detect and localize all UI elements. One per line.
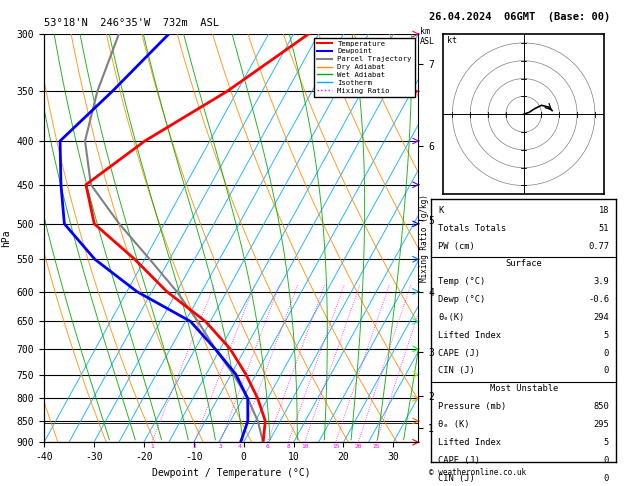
Text: 0: 0: [604, 366, 609, 375]
Text: © weatheronline.co.uk: © weatheronline.co.uk: [429, 468, 526, 477]
Text: Temp (°C): Temp (°C): [438, 277, 486, 286]
Text: Most Unstable: Most Unstable: [489, 384, 558, 393]
Text: θₑ (K): θₑ (K): [438, 420, 470, 429]
Text: Pressure (mb): Pressure (mb): [438, 402, 506, 411]
Text: km
ASL: km ASL: [420, 27, 435, 46]
Text: CIN (J): CIN (J): [438, 473, 475, 483]
Text: 850: 850: [593, 402, 609, 411]
Text: CAPE (J): CAPE (J): [438, 348, 481, 358]
Text: 8: 8: [286, 444, 290, 449]
X-axis label: Dewpoint / Temperature (°C): Dewpoint / Temperature (°C): [152, 468, 311, 478]
Text: Dewp (°C): Dewp (°C): [438, 295, 486, 304]
Text: 53°18'N  246°35'W  732m  ASL: 53°18'N 246°35'W 732m ASL: [44, 17, 219, 28]
Text: 0: 0: [604, 348, 609, 358]
Text: 1: 1: [150, 444, 154, 449]
Text: 0.77: 0.77: [588, 242, 609, 250]
Text: Mixing Ratio (g/kg): Mixing Ratio (g/kg): [420, 194, 429, 282]
Text: PW (cm): PW (cm): [438, 242, 475, 250]
Legend: Temperature, Dewpoint, Parcel Trajectory, Dry Adiabat, Wet Adiabat, Isotherm, Mi: Temperature, Dewpoint, Parcel Trajectory…: [314, 37, 415, 97]
Text: 2: 2: [192, 444, 196, 449]
Y-axis label: hPa: hPa: [1, 229, 11, 247]
Text: 10: 10: [301, 444, 308, 449]
Text: 0: 0: [604, 473, 609, 483]
Text: Lifted Index: Lifted Index: [438, 438, 501, 447]
Text: CIN (J): CIN (J): [438, 366, 475, 375]
Text: 51: 51: [599, 224, 609, 233]
Text: 3: 3: [218, 444, 222, 449]
Text: 5: 5: [604, 331, 609, 340]
Text: 5: 5: [604, 438, 609, 447]
Text: 25: 25: [372, 444, 380, 449]
Text: 18: 18: [599, 206, 609, 215]
Text: 26.04.2024  06GMT  (Base: 00): 26.04.2024 06GMT (Base: 00): [429, 12, 610, 22]
Text: 0: 0: [604, 456, 609, 465]
Text: 295: 295: [593, 420, 609, 429]
Text: 15: 15: [332, 444, 340, 449]
Text: Lifted Index: Lifted Index: [438, 331, 501, 340]
Text: K: K: [438, 206, 443, 215]
Text: 3.9: 3.9: [593, 277, 609, 286]
Text: Totals Totals: Totals Totals: [438, 224, 506, 233]
Text: kt: kt: [447, 36, 457, 45]
Text: 6: 6: [265, 444, 269, 449]
Text: CAPE (J): CAPE (J): [438, 456, 481, 465]
Text: 294: 294: [593, 313, 609, 322]
Text: 4: 4: [238, 444, 242, 449]
Text: θₑ(K): θₑ(K): [438, 313, 465, 322]
Text: Surface: Surface: [505, 260, 542, 268]
Text: 20: 20: [355, 444, 362, 449]
Text: -0.6: -0.6: [588, 295, 609, 304]
